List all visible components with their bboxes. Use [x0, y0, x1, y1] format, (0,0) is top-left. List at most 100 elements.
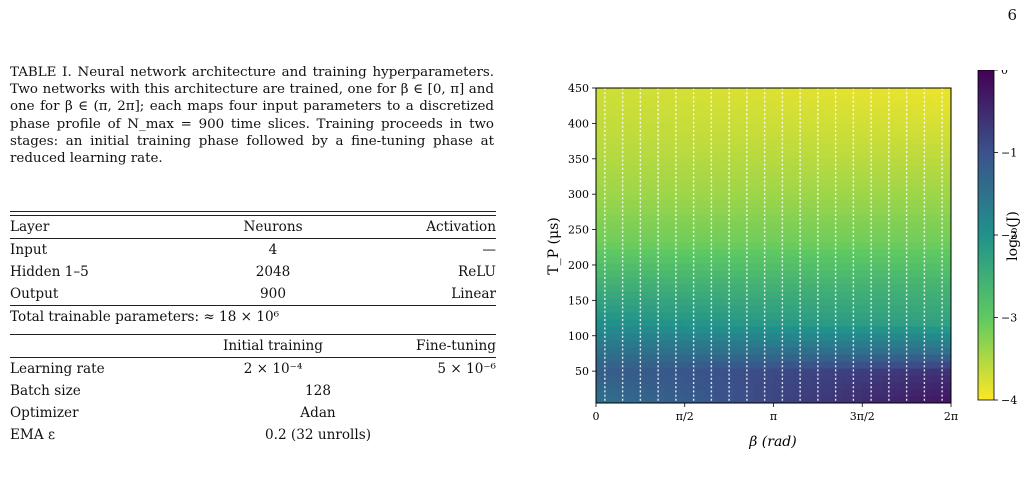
- heatmap-cell: [803, 172, 814, 180]
- heatmap-cell: [615, 221, 627, 229]
- heatmap-cell: [665, 284, 676, 292]
- heatmap-cell: [714, 95, 725, 103]
- heatmap-cell: [931, 95, 942, 103]
- heatmap-cell: [891, 137, 903, 145]
- heatmap-cell: [852, 312, 863, 320]
- heatmap-cell: [941, 179, 951, 187]
- heatmap-cell: [822, 144, 834, 152]
- heatmap-cell: [783, 158, 794, 166]
- heatmap-cell: [812, 130, 824, 138]
- heatmap-cell: [596, 214, 607, 222]
- heatmap-cell: [714, 270, 725, 278]
- heatmap-cell: [852, 116, 863, 124]
- heatmap-cell: [714, 326, 725, 334]
- heatmap-cell: [605, 319, 617, 327]
- heatmap-cell: [753, 347, 765, 355]
- heatmap-cell: [753, 123, 765, 131]
- heatmap-cell: [615, 354, 627, 362]
- heatmap-cell: [941, 228, 951, 236]
- heatmap-cell: [635, 277, 646, 285]
- heatmap-cell: [842, 298, 853, 306]
- heatmap-cell: [852, 361, 863, 369]
- heatmap-cell: [674, 347, 686, 355]
- heatmap-cell: [714, 130, 725, 138]
- heatmap-cell: [911, 354, 923, 362]
- heatmap-cell: [881, 179, 893, 187]
- heatmap-cell: [743, 179, 755, 187]
- heatmap-cell: [941, 130, 951, 138]
- heatmap-cell: [862, 305, 873, 313]
- heatmap-cell: [655, 95, 666, 103]
- heatmap-cell: [872, 319, 883, 327]
- heatmap-cell: [852, 207, 863, 215]
- heatmap-cell: [872, 382, 883, 390]
- heatmap-cell: [704, 396, 715, 403]
- heatmap-cell: [803, 235, 814, 243]
- heatmap-cell: [842, 193, 853, 201]
- heatmap-cell: [783, 193, 794, 201]
- heatmap-cell: [901, 368, 913, 376]
- heatmap-cell: [773, 102, 784, 110]
- heatmap-cell: [803, 270, 814, 278]
- heatmap-cell: [793, 291, 804, 299]
- table-row: Hidden 1–5 2048 ReLU: [10, 261, 496, 283]
- heatmap-cell: [674, 179, 686, 187]
- y-tick-label: 300: [568, 188, 589, 201]
- heatmap-cell: [615, 193, 627, 201]
- heatmap-cell: [793, 207, 804, 215]
- heatmap-cell: [842, 340, 853, 348]
- heatmap-cell: [783, 361, 794, 369]
- heatmap-cell: [881, 263, 893, 271]
- heatmap-cell: [783, 326, 794, 334]
- heatmap-cell: [921, 116, 932, 124]
- heatmap-cell: [684, 291, 696, 299]
- heatmap-cell: [832, 179, 844, 187]
- heatmap-cell: [635, 151, 646, 159]
- heatmap-cell: [911, 375, 923, 383]
- heatmap-cell: [605, 256, 617, 264]
- heatmap-cell: [822, 186, 834, 194]
- heatmap-cell: [615, 200, 627, 208]
- heatmap-cell: [803, 375, 814, 383]
- heatmap-cell: [822, 277, 834, 285]
- heatmap-cell: [635, 221, 646, 229]
- heatmap-cell: [724, 382, 735, 390]
- heatmap-cell: [596, 158, 607, 166]
- heatmap-cell: [793, 158, 804, 166]
- heatmap-cell: [783, 305, 794, 313]
- heatmap-cell: [793, 88, 804, 96]
- heatmap-cell: [625, 242, 637, 250]
- heatmap-cell: [852, 179, 863, 187]
- heatmap-cell: [862, 270, 873, 278]
- heatmap-cell: [881, 200, 893, 208]
- heatmap-cell: [931, 347, 942, 355]
- heatmap-cell: [921, 130, 932, 138]
- heatmap-cell: [605, 200, 617, 208]
- heatmap-cell: [931, 249, 942, 257]
- heatmap-cell: [901, 319, 913, 327]
- heatmap-cell: [881, 277, 893, 285]
- heatmap-cell: [694, 389, 706, 397]
- heatmap-cell: [921, 298, 932, 306]
- heatmap-cell: [615, 284, 627, 292]
- heatmap-cell: [901, 214, 913, 222]
- y-tick-label: 350: [568, 153, 589, 166]
- heatmap-cell: [714, 228, 725, 236]
- heatmap-cell: [911, 116, 923, 124]
- heatmap-cell: [911, 179, 923, 187]
- heatmap-cell: [694, 312, 706, 320]
- heatmap-cell: [655, 130, 666, 138]
- heatmap-cell: [832, 333, 844, 341]
- heatmap-cell: [694, 354, 706, 362]
- heatmap-cell: [704, 151, 715, 159]
- heatmap-cell: [625, 158, 637, 166]
- heatmap-cell: [734, 333, 745, 341]
- heatmap-cell: [901, 95, 913, 103]
- cell: 900: [260, 286, 286, 302]
- heatmap-cell: [605, 277, 617, 285]
- heatmap-cell: [763, 165, 775, 173]
- heatmap-cell: [605, 95, 617, 103]
- heatmap-cell: [812, 277, 824, 285]
- heatmap-cell: [694, 186, 706, 194]
- heatmap-cell: [931, 396, 942, 403]
